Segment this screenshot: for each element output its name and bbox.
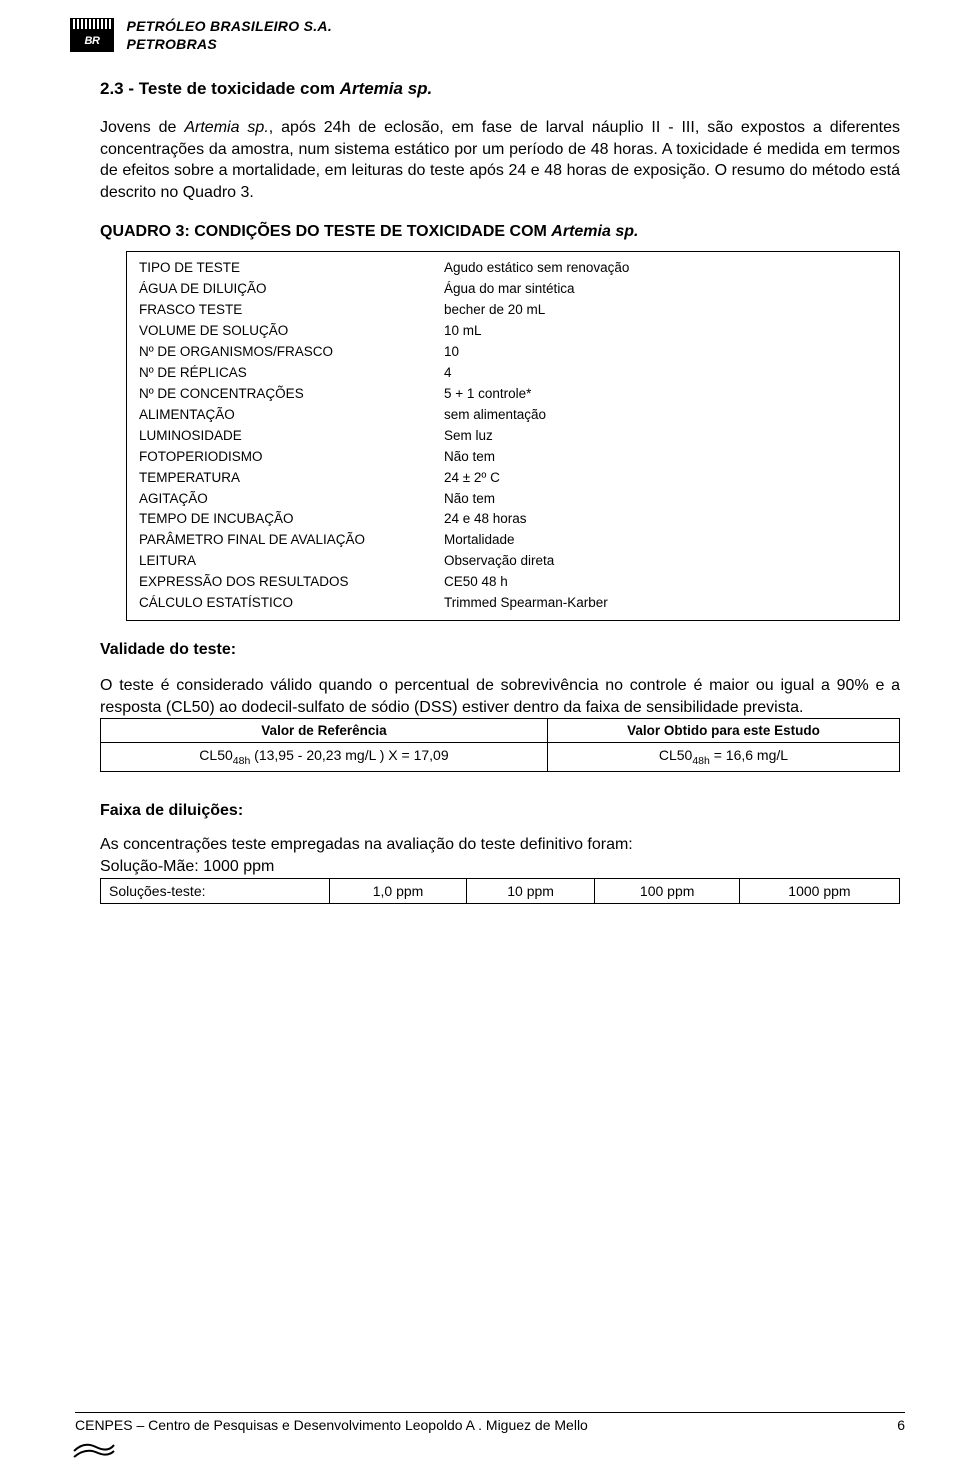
row-value: Observação direta	[444, 551, 889, 572]
row-value: Mortalidade	[444, 530, 889, 551]
row-value: 5 + 1 controle*	[444, 384, 889, 405]
table-row: TEMPERATURA24 ± 2º C	[139, 468, 889, 489]
dilutions-intro: As concentrações teste empregadas na ava…	[100, 836, 900, 854]
table-row: TEMPO DE INCUBAÇÃO24 e 48 horas	[139, 509, 889, 530]
row-label: VOLUME DE SOLUÇÃO	[139, 321, 444, 342]
ref-cell-2: CL5048h = 16,6 mg/L	[547, 743, 899, 772]
row-label: Nº DE CONCENTRAÇÕES	[139, 384, 444, 405]
row-label: CÁLCULO ESTATÍSTICO	[139, 593, 444, 614]
row-value: Agudo estático sem renovação	[444, 258, 889, 279]
row-value: 10	[444, 342, 889, 363]
row-label: ALIMENTAÇÃO	[139, 405, 444, 426]
ref-header-1: Valor de Referência	[101, 719, 548, 743]
ref-cell-1: CL5048h (13,95 - 20,23 mg/L ) X = 17,09	[101, 743, 548, 772]
row-label: Nº DE RÉPLICAS	[139, 363, 444, 384]
validity-heading: Validade do teste:	[100, 641, 900, 659]
table-row: LEITURAObservação direta	[139, 551, 889, 572]
section-title: 2.3 - Teste de toxicidade com Artemia sp…	[100, 79, 900, 99]
table-row: Nº DE CONCENTRAÇÕES5 + 1 controle*	[139, 384, 889, 405]
row-value: Não tem	[444, 447, 889, 468]
logo-icon: BR	[70, 18, 114, 52]
table-row: Nº DE ORGANISMOS/FRASCO10	[139, 342, 889, 363]
row-value: becher de 20 mL	[444, 300, 889, 321]
row-value: CE50 48 h	[444, 572, 889, 593]
footer-text: CENPES – Centro de Pesquisas e Desenvolv…	[75, 1417, 588, 1433]
row-label: TIPO DE TESTE	[139, 258, 444, 279]
quadro-table: TIPO DE TESTEAgudo estático sem renovaçã…	[126, 251, 900, 621]
row-value: Água do mar sintética	[444, 279, 889, 300]
table-row: EXPRESSÃO DOS RESULTADOSCE50 48 h	[139, 572, 889, 593]
table-row: ÁGUA DE DILUIÇÃOÁgua do mar sintética	[139, 279, 889, 300]
table-row: Nº DE RÉPLICAS4	[139, 363, 889, 384]
row-label: ÁGUA DE DILUIÇÃO	[139, 279, 444, 300]
dil-row-label: Soluções-teste:	[101, 879, 330, 904]
table-row: VOLUME DE SOLUÇÃO10 mL	[139, 321, 889, 342]
table-row: AGITAÇÃONão tem	[139, 489, 889, 510]
row-value: Sem luz	[444, 426, 889, 447]
company-name: PETRÓLEO BRASILEIRO S.A. PETROBRAS	[126, 18, 332, 53]
row-value: 4	[444, 363, 889, 384]
row-label: EXPRESSÃO DOS RESULTADOS	[139, 572, 444, 593]
row-value: sem alimentação	[444, 405, 889, 426]
ref-header-2: Valor Obtido para este Estudo	[547, 719, 899, 743]
dil-value: 10 ppm	[466, 879, 595, 904]
reference-table: Valor de Referência Valor Obtido para es…	[100, 718, 900, 772]
row-label: Nº DE ORGANISMOS/FRASCO	[139, 342, 444, 363]
table-row: LUMINOSIDADESem luz	[139, 426, 889, 447]
table-row: FRASCO TESTEbecher de 20 mL	[139, 300, 889, 321]
page-footer: CENPES – Centro de Pesquisas e Desenvolv…	[75, 1417, 905, 1433]
row-label: FRASCO TESTE	[139, 300, 444, 321]
row-label: PARÂMETRO FINAL DE AVALIAÇÃO	[139, 530, 444, 551]
dilutions-table: Soluções-teste:1,0 ppm10 ppm100 ppm1000 …	[100, 878, 900, 904]
row-label: TEMPO DE INCUBAÇÃO	[139, 509, 444, 530]
quadro-title: QUADRO 3: CONDIÇÕES DO TESTE DE TOXICIDA…	[100, 223, 900, 241]
solution-mae: Solução-Mãe: 1000 ppm	[100, 858, 900, 876]
row-label: AGITAÇÃO	[139, 489, 444, 510]
row-label: LUMINOSIDADE	[139, 426, 444, 447]
row-label: FOTOPERIODISMO	[139, 447, 444, 468]
row-value: Trimmed Spearman-Karber	[444, 593, 889, 614]
row-value: 10 mL	[444, 321, 889, 342]
table-row: PARÂMETRO FINAL DE AVALIAÇÃOMortalidade	[139, 530, 889, 551]
swoosh-icon	[72, 1437, 116, 1465]
footer-rule	[75, 1412, 905, 1413]
row-label: TEMPERATURA	[139, 468, 444, 489]
table-row: TIPO DE TESTEAgudo estático sem renovaçã…	[139, 258, 889, 279]
row-value: 24 ± 2º C	[444, 468, 889, 489]
dil-value: 100 ppm	[595, 879, 739, 904]
row-label: LEITURA	[139, 551, 444, 572]
dilutions-heading: Faixa de diluições:	[100, 802, 900, 820]
row-value: Não tem	[444, 489, 889, 510]
body-paragraph: Jovens de Artemia sp., após 24h de eclos…	[100, 117, 900, 203]
validity-text: O teste é considerado válido quando o pe…	[100, 675, 900, 718]
page-number: 6	[897, 1417, 905, 1433]
dil-value: 1000 ppm	[739, 879, 899, 904]
table-row: FOTOPERIODISMONão tem	[139, 447, 889, 468]
table-row: CÁLCULO ESTATÍSTICOTrimmed Spearman-Karb…	[139, 593, 889, 614]
page-header: BR PETRÓLEO BRASILEIRO S.A. PETROBRAS	[70, 18, 900, 53]
row-value: 24 e 48 horas	[444, 509, 889, 530]
table-row: ALIMENTAÇÃOsem alimentação	[139, 405, 889, 426]
dil-value: 1,0 ppm	[330, 879, 467, 904]
